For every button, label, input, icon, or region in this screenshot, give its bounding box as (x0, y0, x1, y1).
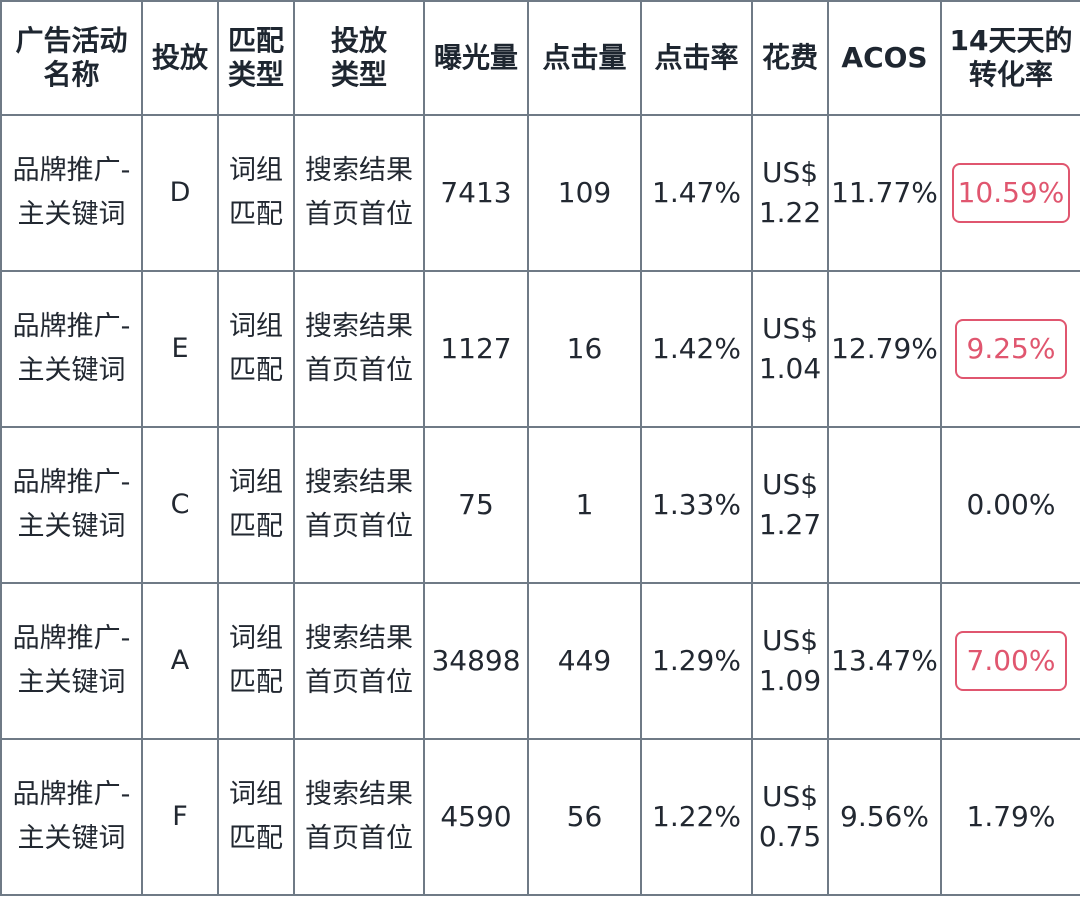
cell-conversion-rate: 7.00% (940, 582, 1080, 740)
cell-campaign-name: 品牌推广- 主关键词 (0, 738, 143, 896)
cell-ctr: 1.22% (640, 738, 753, 896)
cell-ctr: 1.33% (640, 426, 753, 584)
conversion-rate-value: 9.25% (955, 319, 1067, 379)
header-acos: ACOS (827, 0, 942, 116)
cell-campaign-name: 品牌推广- 主关键词 (0, 270, 143, 428)
cell-acos: 11.77% (827, 114, 942, 272)
cell-spend: US$ 1.04 (751, 270, 829, 428)
cell-clicks: 16 (527, 270, 642, 428)
cell-targeting: D (141, 114, 219, 272)
conversion-rate-value: 0.00% (966, 488, 1056, 521)
cell-spend: US$ 1.22 (751, 114, 829, 272)
cell-match-type: 词组 匹配 (217, 738, 295, 896)
cell-acos (827, 426, 942, 584)
cell-campaign-name: 品牌推广- 主关键词 (0, 582, 143, 740)
cell-campaign-name: 品牌推广- 主关键词 (0, 114, 143, 272)
table-row: 品牌推广- 主关键词 F 词组 匹配 搜索结果 首页首位 4590 56 1.2… (0, 738, 1080, 896)
cell-acos: 13.47% (827, 582, 942, 740)
cell-placement-type: 搜索结果 首页首位 (293, 270, 425, 428)
cell-ctr: 1.42% (640, 270, 753, 428)
cell-placement-type: 搜索结果 首页首位 (293, 114, 425, 272)
header-targeting: 投放 (141, 0, 219, 116)
cell-placement-type: 搜索结果 首页首位 (293, 426, 425, 584)
cell-placement-type: 搜索结果 首页首位 (293, 582, 425, 740)
cell-conversion-rate: 0.00% (940, 426, 1080, 584)
cell-conversion-rate: 9.25% (940, 270, 1080, 428)
header-placement-type: 投放 类型 (293, 0, 425, 116)
cell-ctr: 1.29% (640, 582, 753, 740)
cell-targeting: A (141, 582, 219, 740)
header-spend: 花费 (751, 0, 829, 116)
table-row: 品牌推广- 主关键词 C 词组 匹配 搜索结果 首页首位 75 1 1.33% … (0, 426, 1080, 584)
cell-campaign-name: 品牌推广- 主关键词 (0, 426, 143, 584)
cell-targeting: F (141, 738, 219, 896)
conversion-rate-value: 1.79% (966, 800, 1056, 833)
header-match-type: 匹配 类型 (217, 0, 295, 116)
table-row: 品牌推广- 主关键词 D 词组 匹配 搜索结果 首页首位 7413 109 1.… (0, 114, 1080, 272)
cell-spend: US$ 1.27 (751, 426, 829, 584)
cell-targeting: E (141, 270, 219, 428)
cell-targeting: C (141, 426, 219, 584)
cell-clicks: 449 (527, 582, 642, 740)
cell-match-type: 词组 匹配 (217, 582, 295, 740)
header-row: 广告活动 名称 投放 匹配 类型 投放 类型 曝光量 点击量 点击率 花费 AC… (0, 0, 1080, 116)
cell-clicks: 109 (527, 114, 642, 272)
cell-impressions: 1127 (423, 270, 529, 428)
cell-impressions: 4590 (423, 738, 529, 896)
header-campaign-name: 广告活动 名称 (0, 0, 143, 116)
cell-ctr: 1.47% (640, 114, 753, 272)
cell-match-type: 词组 匹配 (217, 426, 295, 584)
cell-acos: 9.56% (827, 738, 942, 896)
cell-spend: US$ 0.75 (751, 738, 829, 896)
cell-impressions: 7413 (423, 114, 529, 272)
header-clicks: 点击量 (527, 0, 642, 116)
cell-match-type: 词组 匹配 (217, 270, 295, 428)
cell-conversion-rate: 10.59% (940, 114, 1080, 272)
cell-clicks: 1 (527, 426, 642, 584)
header-impressions: 曝光量 (423, 0, 529, 116)
table-row: 品牌推广- 主关键词 E 词组 匹配 搜索结果 首页首位 1127 16 1.4… (0, 270, 1080, 428)
cell-conversion-rate: 1.79% (940, 738, 1080, 896)
cell-impressions: 75 (423, 426, 529, 584)
cell-placement-type: 搜索结果 首页首位 (293, 738, 425, 896)
cell-spend: US$ 1.09 (751, 582, 829, 740)
cell-impressions: 34898 (423, 582, 529, 740)
cell-acos: 12.79% (827, 270, 942, 428)
header-conversion-rate: 14天天的 转化率 (940, 0, 1080, 116)
cell-match-type: 词组 匹配 (217, 114, 295, 272)
table-row: 品牌推广- 主关键词 A 词组 匹配 搜索结果 首页首位 34898 449 1… (0, 582, 1080, 740)
header-ctr: 点击率 (640, 0, 753, 116)
conversion-rate-value: 10.59% (951, 163, 1071, 223)
conversion-rate-value: 7.00% (955, 631, 1067, 691)
cell-clicks: 56 (527, 738, 642, 896)
